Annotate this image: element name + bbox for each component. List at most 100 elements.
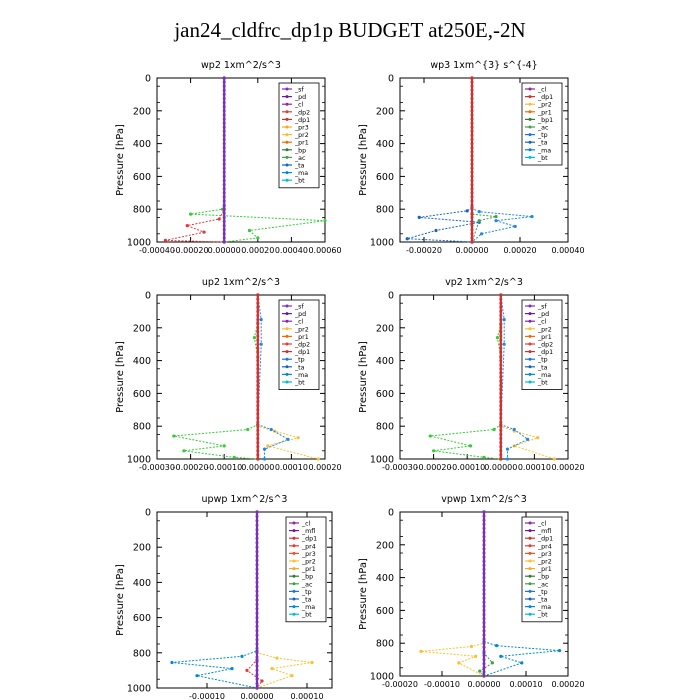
x-tick-label: -0.00020 — [382, 680, 418, 689]
legend-marker — [528, 102, 532, 106]
x-tick-label: -0.00020 — [173, 246, 209, 255]
profile-marker — [222, 224, 226, 228]
profile-marker — [256, 371, 260, 375]
profile-marker — [482, 608, 486, 612]
profile-marker — [470, 199, 474, 203]
profile-marker — [480, 232, 484, 236]
profile-marker — [482, 584, 486, 588]
profile-marker — [499, 445, 503, 449]
legend-marker — [528, 319, 532, 323]
x-tick-label: 0.00040 — [275, 246, 308, 255]
legend-marker — [528, 342, 532, 346]
y-tick-label: 1000 — [127, 684, 151, 695]
profile-line — [173, 295, 259, 460]
profile-line — [246, 512, 263, 689]
y-tick-label: 600 — [133, 389, 151, 400]
x-tick-label: 0.00000 — [240, 692, 273, 700]
y-axis-label: Pressure [hPa] — [115, 564, 126, 636]
profile-marker — [290, 674, 294, 678]
profile-marker — [256, 330, 260, 334]
legend-marker — [285, 133, 289, 137]
profile-marker — [536, 436, 540, 440]
x-tick-label: -0.00010 — [206, 463, 242, 472]
legend-marker — [285, 342, 289, 346]
profile-marker — [482, 518, 486, 522]
legend-marker — [285, 319, 289, 323]
profile-marker — [222, 207, 226, 211]
profile-marker — [482, 658, 486, 662]
profile-marker — [482, 596, 486, 600]
profile-marker — [470, 105, 474, 109]
profile-marker — [499, 342, 503, 346]
profile-marker — [499, 379, 503, 383]
legend-entry: _pd — [294, 94, 306, 101]
legend-marker — [528, 551, 532, 555]
profile-marker — [323, 219, 327, 223]
legend-marker — [285, 372, 289, 376]
profile-marker — [482, 576, 486, 580]
profile-marker — [222, 97, 226, 100]
profile-marker — [222, 76, 226, 80]
legend-entry: _bt — [537, 612, 548, 619]
legend-marker — [285, 163, 289, 167]
profile-marker — [232, 455, 236, 459]
profile-marker — [256, 428, 260, 432]
profile-marker — [470, 101, 474, 105]
profile-marker — [499, 359, 503, 363]
y-tick-label: 600 — [376, 389, 394, 400]
profile-marker — [256, 355, 260, 358]
profile-marker — [558, 648, 562, 653]
profile-marker — [256, 416, 260, 420]
profile-marker — [255, 664, 259, 668]
legend-entry: _ma — [537, 604, 551, 611]
profile-marker — [256, 396, 260, 399]
x-tick-label: 0.00010 — [290, 692, 323, 700]
profile-marker — [255, 550, 259, 554]
profile-marker — [482, 625, 486, 629]
legend-entry: _pr4 — [537, 543, 552, 550]
profile-marker — [482, 555, 486, 559]
profile-marker — [505, 447, 510, 451]
profile-marker — [222, 220, 226, 223]
profile-marker — [494, 214, 498, 219]
legend-entry: _pr1 — [301, 566, 316, 573]
legend-entry: _ma — [537, 372, 551, 379]
legend-marker — [292, 582, 296, 586]
profile-marker — [256, 391, 260, 395]
profile-marker — [262, 457, 267, 461]
profile-marker — [470, 154, 474, 158]
profile-marker — [482, 455, 486, 459]
y-tick-label: 800 — [376, 639, 394, 650]
profile-marker — [470, 129, 474, 133]
legend-marker — [285, 334, 289, 338]
profile-marker — [222, 232, 226, 236]
profile-marker — [499, 441, 503, 445]
legend-marker — [528, 133, 532, 137]
legend-entry: _pr2 — [294, 132, 309, 139]
profile-marker — [470, 174, 474, 178]
legend-entry: _ta — [301, 597, 312, 604]
plot-frame — [399, 77, 569, 243]
profile-marker — [222, 203, 226, 207]
legend-entry: _sf — [294, 304, 304, 311]
profile-marker — [499, 305, 503, 309]
profile-marker — [222, 113, 226, 117]
profile-marker — [256, 314, 260, 317]
profile-marker — [499, 297, 503, 301]
legend-entry: _pr2 — [537, 326, 552, 333]
profile-marker — [482, 600, 486, 604]
profile-marker — [499, 420, 503, 424]
profile-line — [171, 512, 258, 689]
profile-marker — [470, 121, 474, 125]
profile-marker — [482, 674, 486, 678]
profile-marker — [255, 563, 259, 567]
y-tick-label: 200 — [133, 323, 151, 334]
y-tick-label: 1000 — [127, 455, 151, 466]
profile-marker — [482, 531, 486, 534]
legend-marker — [528, 536, 532, 540]
profile-marker — [474, 654, 478, 658]
profile-marker — [255, 677, 259, 681]
profile-marker — [252, 336, 257, 340]
legend-marker — [292, 567, 296, 571]
